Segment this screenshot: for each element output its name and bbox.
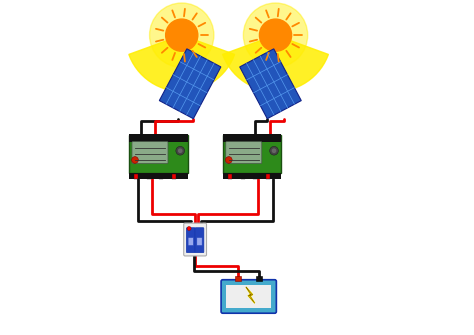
Circle shape <box>270 146 278 155</box>
Polygon shape <box>129 35 235 91</box>
FancyBboxPatch shape <box>129 135 188 174</box>
Bar <box>134 174 138 179</box>
FancyBboxPatch shape <box>221 280 276 313</box>
Bar <box>240 174 245 179</box>
Circle shape <box>187 226 191 230</box>
FancyBboxPatch shape <box>223 135 282 174</box>
Circle shape <box>243 3 308 67</box>
Circle shape <box>259 19 292 51</box>
Bar <box>235 276 241 281</box>
Polygon shape <box>159 49 221 119</box>
FancyBboxPatch shape <box>129 134 188 142</box>
Polygon shape <box>246 287 255 303</box>
Bar <box>223 134 282 142</box>
Polygon shape <box>240 49 301 119</box>
Circle shape <box>132 157 138 163</box>
Circle shape <box>176 146 184 155</box>
Bar <box>172 174 176 179</box>
FancyBboxPatch shape <box>223 134 282 142</box>
FancyBboxPatch shape <box>184 223 207 256</box>
Circle shape <box>150 3 214 67</box>
Bar <box>228 174 232 179</box>
Bar <box>226 285 271 308</box>
Circle shape <box>178 148 182 153</box>
FancyBboxPatch shape <box>226 142 262 163</box>
FancyBboxPatch shape <box>186 228 195 253</box>
Polygon shape <box>223 35 328 91</box>
Bar <box>223 173 282 180</box>
Circle shape <box>272 148 276 153</box>
FancyBboxPatch shape <box>197 238 202 246</box>
Bar <box>129 134 188 142</box>
Bar <box>266 174 270 179</box>
Bar <box>159 174 164 179</box>
Circle shape <box>165 19 198 51</box>
Bar <box>147 174 151 179</box>
Bar <box>129 173 188 180</box>
FancyBboxPatch shape <box>195 228 204 253</box>
FancyBboxPatch shape <box>188 238 193 246</box>
Bar <box>253 174 257 179</box>
FancyBboxPatch shape <box>132 142 168 163</box>
Circle shape <box>226 157 232 163</box>
Bar <box>256 276 262 281</box>
